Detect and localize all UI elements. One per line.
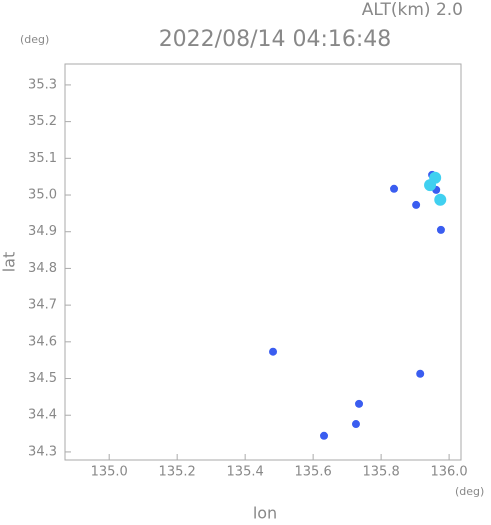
echo-cell xyxy=(424,179,437,192)
x-tick-label: 135.0 xyxy=(91,465,128,480)
echo-cell xyxy=(355,399,364,408)
altitude: ALT(km) 2.0 xyxy=(362,0,463,20)
echo-cell xyxy=(436,225,445,234)
y-unit: (deg) xyxy=(20,33,49,46)
x-tick-label: 135.2 xyxy=(159,465,196,480)
echo-cell xyxy=(269,347,278,356)
x-tick-label: 136.0 xyxy=(430,465,467,480)
echo-cell xyxy=(390,184,399,193)
y-tick-label: 35.1 xyxy=(28,151,57,166)
echo-cell xyxy=(351,420,360,429)
y-tick-label: 34.9 xyxy=(28,224,57,239)
echo-cell xyxy=(416,369,425,378)
echo-cell xyxy=(320,431,329,440)
y-tick-label: 35.2 xyxy=(28,114,57,129)
y-tick-label: 35.0 xyxy=(28,188,57,203)
y-tick-label: 34.4 xyxy=(28,408,57,423)
x-tick-label: 135.6 xyxy=(295,465,332,480)
y-tick-label: 35.3 xyxy=(28,77,57,92)
y-tick-label: 34.7 xyxy=(28,298,57,313)
x-unit: (deg) xyxy=(455,485,484,498)
y-tick-label: 34.5 xyxy=(28,371,57,386)
y-tick-label: 34.6 xyxy=(28,334,57,349)
y-tick-label: 34.8 xyxy=(28,261,57,276)
echo-cell xyxy=(412,200,421,209)
chart-title: 2022/08/14 04:16:48 xyxy=(159,27,392,52)
plot-frame xyxy=(64,63,462,461)
x-tick-label: 135.4 xyxy=(227,465,264,480)
x-tick-label: 135.8 xyxy=(363,465,400,480)
x-label: lon xyxy=(253,504,277,522)
y-tick-label: 34.3 xyxy=(28,444,57,459)
echo-cell xyxy=(434,193,447,206)
y-label: lat xyxy=(0,252,19,273)
